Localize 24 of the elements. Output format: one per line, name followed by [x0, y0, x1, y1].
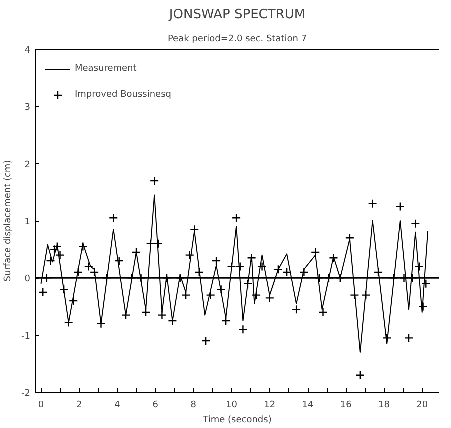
- legend-label: Improved Boussinesq: [75, 90, 172, 100]
- y-tick-label: 1: [24, 218, 31, 228]
- chart-subtitle: Peak period=2.0 sec. Station 7: [168, 34, 308, 44]
- x-tick-label: 4: [114, 400, 121, 410]
- x-tick-label: 14: [302, 400, 314, 410]
- y-axis-title: Surface displacement (cm): [4, 160, 14, 282]
- y-tick-label: -1: [22, 332, 31, 342]
- chart-title: JONSWAP SPECTRUM: [168, 8, 306, 22]
- y-tick-label: 3: [24, 103, 31, 114]
- y-tick-label: 4: [24, 46, 31, 56]
- x-tick-label: 18: [378, 400, 390, 410]
- legend-label: Measurement: [75, 64, 137, 74]
- x-tick-label: 8: [190, 400, 197, 410]
- y-tick-label: -2: [22, 389, 31, 399]
- x-tick-label: 0: [38, 400, 44, 410]
- x-tick-label: 2: [76, 400, 82, 410]
- x-tick-label: 6: [152, 400, 159, 410]
- y-tick-label: 0: [24, 274, 31, 285]
- x-axis-title: Time (seconds): [202, 416, 272, 426]
- x-tick-label: 16: [340, 400, 352, 410]
- x-tick-label: 20: [416, 400, 428, 410]
- y-tick-label: 2: [24, 160, 31, 170]
- x-tick-label: 12: [264, 400, 276, 410]
- x-tick-label: 10: [226, 400, 238, 410]
